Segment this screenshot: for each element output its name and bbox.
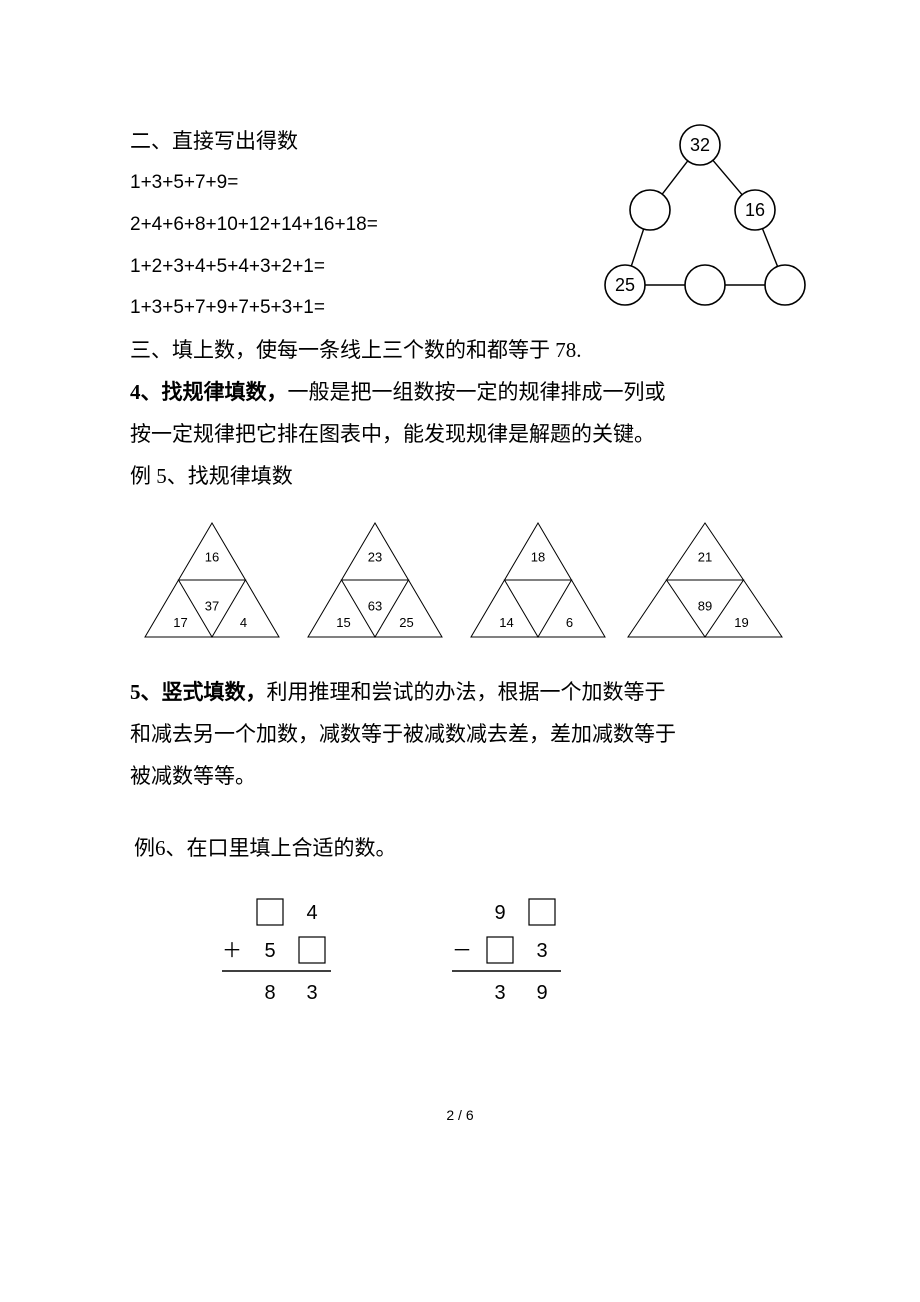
section5-line2: 和减去另一个加数，减数等于被减数减去差，差加减数等于	[130, 713, 790, 755]
svg-text:21: 21	[698, 550, 712, 565]
svg-text:6: 6	[566, 615, 573, 630]
svg-text:9: 9	[494, 902, 505, 924]
svg-text:32: 32	[690, 135, 710, 155]
vertical-problem-1: 4 ＋ 5 8 3	[200, 887, 380, 1027]
section4-line1: 4、找规律填数，一般是把一组数按一定的规律排成一列或	[130, 371, 790, 413]
svg-text:3: 3	[306, 982, 317, 1004]
section5-example: 例6、在口里填上合适的数。	[134, 827, 790, 869]
svg-text:＋: ＋	[222, 940, 242, 962]
section5-line3: 被减数等等。	[130, 755, 790, 797]
svg-text:17: 17	[173, 615, 187, 630]
svg-text:16: 16	[745, 200, 765, 220]
svg-text:15: 15	[336, 615, 350, 630]
section5-line1: 5、竖式填数，利用推理和尝试的办法，根据一个加数等于	[130, 671, 790, 713]
svg-text:19: 19	[734, 615, 748, 630]
svg-text:63: 63	[368, 599, 382, 614]
svg-text:14: 14	[500, 615, 514, 630]
section4-lead-bold: 4、找规律填数，	[130, 380, 288, 404]
section4-lead-rest: 一般是把一组数按一定的规律排成一列或	[288, 380, 666, 404]
vertical-problem-2: 9 － 3 3 9	[430, 887, 610, 1027]
svg-text:18: 18	[531, 550, 545, 565]
svg-text:25: 25	[615, 275, 635, 295]
svg-text:3: 3	[536, 940, 547, 962]
svg-text:9: 9	[536, 982, 547, 1004]
section3-heading: 三、填上数，使每一条线上三个数的和都等于 78.	[130, 329, 790, 371]
svg-text:16: 16	[204, 550, 218, 565]
svg-text:－: －	[452, 940, 472, 962]
svg-text:25: 25	[399, 615, 413, 630]
section4-line2: 按一定规律把它排在图表中，能发现规律是解题的关键。	[130, 413, 790, 455]
page-number: 2 / 6	[130, 1107, 790, 1123]
svg-text:3: 3	[494, 982, 505, 1004]
number-triangle-graph: 32 16 25	[590, 120, 810, 320]
pattern-triangles-row: 16 37 17 4 23 63 15 25 18 14 6 21 89 19	[130, 515, 790, 645]
vertical-problems-row: 4 ＋ 5 8 3 9 － 3 3 9	[200, 887, 790, 1027]
svg-text:8: 8	[264, 982, 275, 1004]
svg-text:23: 23	[368, 550, 382, 565]
svg-text:4: 4	[240, 615, 247, 630]
svg-text:5: 5	[264, 940, 275, 962]
section5-lead-bold: 5、竖式填数，	[130, 680, 267, 704]
pattern-triangle: 16 37 17 4	[130, 515, 293, 645]
svg-text:89: 89	[698, 599, 712, 614]
pattern-triangle: 18 14 6	[457, 515, 620, 645]
pattern-triangle: 23 63 15 25	[293, 515, 456, 645]
svg-text:37: 37	[204, 599, 218, 614]
pattern-triangle: 21 89 19	[620, 515, 790, 645]
svg-text:4: 4	[306, 902, 317, 924]
section4-example: 例 5、找规律填数	[130, 455, 790, 497]
section5-lead-rest: 利用推理和尝试的办法，根据一个加数等于	[267, 680, 666, 704]
